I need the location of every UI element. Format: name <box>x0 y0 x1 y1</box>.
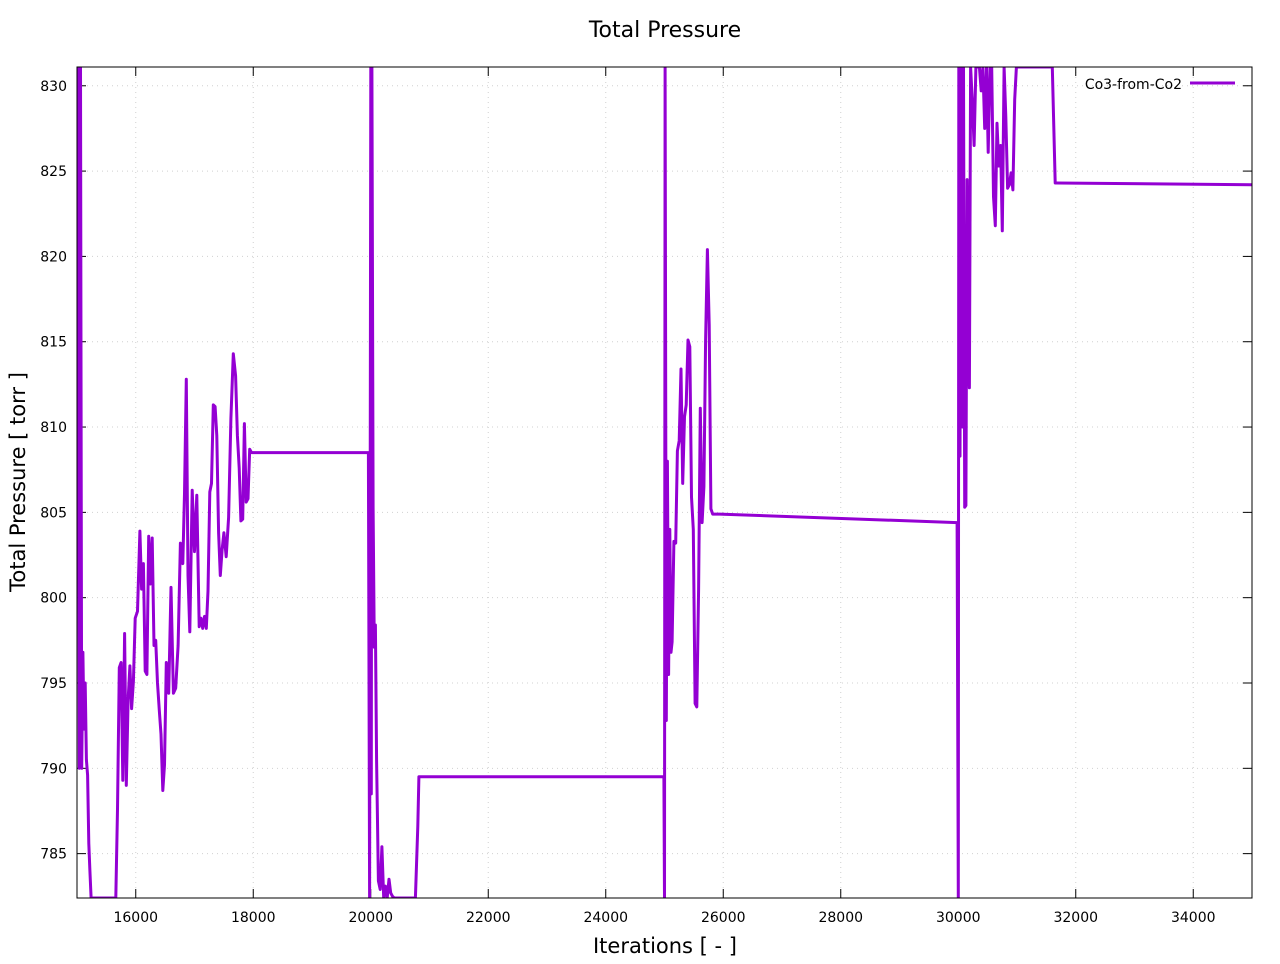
legend: Co3-from-Co2 <box>1085 77 1235 93</box>
y-tick-label: 790 <box>40 761 67 777</box>
y-tick-label: 800 <box>40 591 67 607</box>
x-tick-label: 30000 <box>936 910 981 926</box>
series-layer <box>77 67 1252 898</box>
x-tick-label: 28000 <box>818 910 863 926</box>
x-axis-title: Iterations [ - ] <box>593 934 737 958</box>
axis-ticks: 16000 18000 20000 22000 24000 26000 28000 30000… <box>40 67 1252 926</box>
y-tick-label: 815 <box>40 335 67 351</box>
x-tick-label: 34000 <box>1171 910 1216 926</box>
x-tick-label: 32000 <box>1053 910 1098 926</box>
x-tick-label: 20000 <box>348 910 393 926</box>
plot-frame <box>76 66 1253 899</box>
x-tick-label: 18000 <box>231 910 276 926</box>
y-tick-label: 795 <box>40 676 67 692</box>
chart-title: Total Pressure <box>588 18 741 43</box>
grid-lines <box>77 67 1252 898</box>
y-tick-label: 820 <box>40 249 67 265</box>
y-tick-label: 805 <box>40 505 67 521</box>
series-line-Co3-from-Co2 <box>77 67 1252 898</box>
x-tick-label: 24000 <box>583 910 628 926</box>
y-tick-label: 830 <box>40 79 67 95</box>
y-axis-title: Total Pressure [ torr ] <box>6 372 30 593</box>
y-tick-label: 825 <box>40 164 67 180</box>
x-tick-label: 26000 <box>701 910 746 926</box>
y-tick-label: 810 <box>40 420 67 436</box>
x-tick-label: 22000 <box>466 910 511 926</box>
x-tick-label: 16000 <box>113 910 158 926</box>
y-tick-label: 785 <box>40 847 67 863</box>
legend-label: Co3-from-Co2 <box>1085 77 1182 93</box>
